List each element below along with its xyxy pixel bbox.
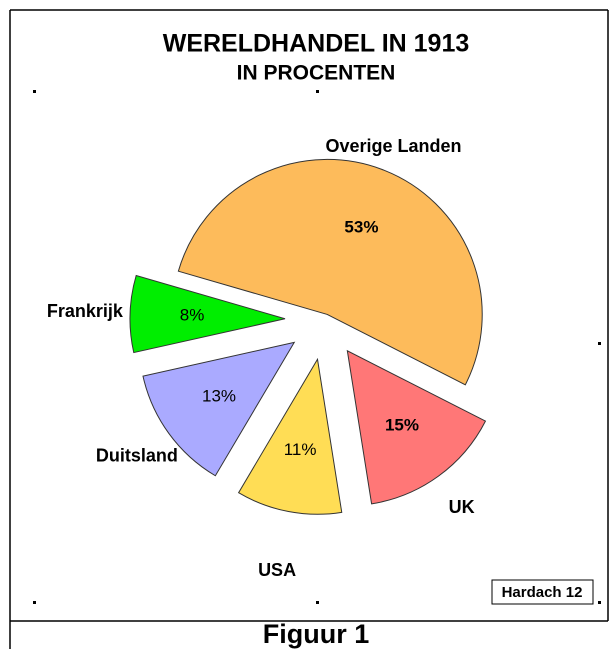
frame	[9, 9, 609, 649]
slice-label: Overige Landen	[325, 136, 461, 156]
source: Hardach 12	[502, 584, 583, 601]
slice-label: Frankrijk	[47, 301, 124, 321]
value-label: 8%	[180, 305, 205, 324]
chart-subtitle: IN PROCENTEN	[237, 62, 396, 85]
pie-slice	[237, 357, 343, 515]
corner-dots	[33, 90, 601, 604]
value-label: 11%	[284, 440, 317, 459]
chart-title: WERELDHANDEL IN 1913	[163, 30, 470, 58]
value-label: 53%	[344, 217, 378, 236]
pie-slice	[346, 349, 487, 505]
slice-label: UK	[449, 497, 475, 517]
slice-label: Duitsland	[96, 445, 178, 465]
source-box	[491, 579, 594, 605]
caption: Figuur 1	[263, 619, 370, 649]
pie-slice	[129, 274, 286, 354]
pie-slice	[142, 341, 296, 477]
pie-slice	[177, 158, 483, 386]
value-label: 13%	[202, 386, 236, 405]
value-label: 15%	[385, 415, 419, 434]
slice-label: USA	[258, 560, 296, 580]
